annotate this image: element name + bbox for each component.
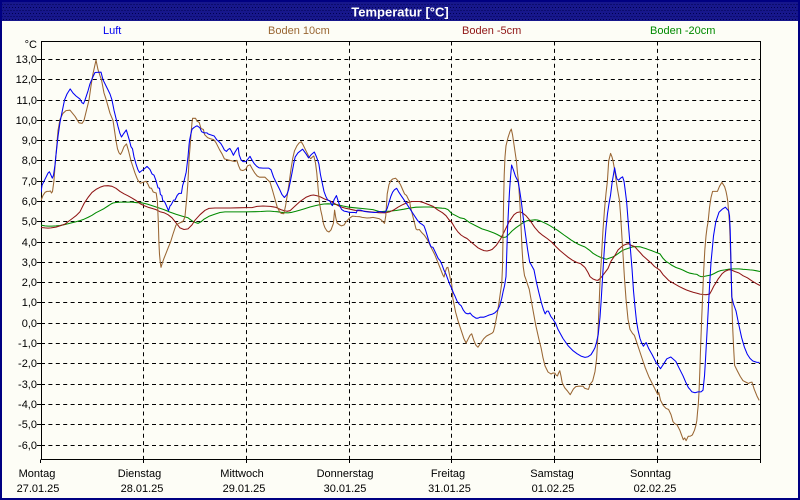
svg-text:28.01.25: 28.01.25 bbox=[121, 483, 164, 495]
svg-text:-2,0: -2,0 bbox=[18, 358, 37, 370]
svg-text:12,0: 12,0 bbox=[16, 74, 37, 86]
svg-text:0,0: 0,0 bbox=[22, 318, 37, 330]
svg-text:-6,0: -6,0 bbox=[18, 440, 37, 452]
svg-text:8,0: 8,0 bbox=[22, 155, 37, 167]
svg-text:9,0: 9,0 bbox=[22, 135, 37, 147]
svg-text:31.01.25: 31.01.25 bbox=[428, 483, 471, 495]
svg-text:-3,0: -3,0 bbox=[18, 379, 37, 391]
svg-text:Temperatur [°C]: Temperatur [°C] bbox=[351, 5, 448, 20]
svg-text:°C: °C bbox=[25, 39, 37, 51]
svg-text:3,0: 3,0 bbox=[22, 257, 37, 269]
svg-text:1,0: 1,0 bbox=[22, 297, 37, 309]
svg-text:13,0: 13,0 bbox=[16, 54, 37, 66]
svg-text:-1,0: -1,0 bbox=[18, 338, 37, 350]
svg-text:6,0: 6,0 bbox=[22, 196, 37, 208]
svg-text:30.01.25: 30.01.25 bbox=[324, 483, 367, 495]
svg-text:01.02.25: 01.02.25 bbox=[532, 483, 575, 495]
svg-text:11,0: 11,0 bbox=[16, 95, 37, 107]
svg-text:-4,0: -4,0 bbox=[18, 399, 37, 411]
svg-text:7,0: 7,0 bbox=[22, 176, 37, 188]
svg-text:-5,0: -5,0 bbox=[18, 419, 37, 431]
svg-text:29.01.25: 29.01.25 bbox=[223, 483, 266, 495]
svg-text:4,0: 4,0 bbox=[22, 237, 37, 249]
svg-text:Freitag: Freitag bbox=[431, 468, 465, 480]
svg-text:Montag: Montag bbox=[19, 468, 56, 480]
svg-text:Samstag: Samstag bbox=[530, 468, 573, 480]
svg-text:2,0: 2,0 bbox=[22, 277, 37, 289]
svg-text:Dienstag: Dienstag bbox=[118, 468, 161, 480]
svg-text:5,0: 5,0 bbox=[22, 216, 37, 228]
svg-text:02.02.25: 02.02.25 bbox=[634, 483, 677, 495]
svg-text:Sonntag: Sonntag bbox=[630, 468, 671, 480]
svg-text:27.01.25: 27.01.25 bbox=[17, 483, 60, 495]
svg-text:10,0: 10,0 bbox=[16, 115, 37, 127]
svg-text:Mittwoch: Mittwoch bbox=[220, 468, 263, 480]
svg-text:Donnerstag: Donnerstag bbox=[317, 468, 374, 480]
